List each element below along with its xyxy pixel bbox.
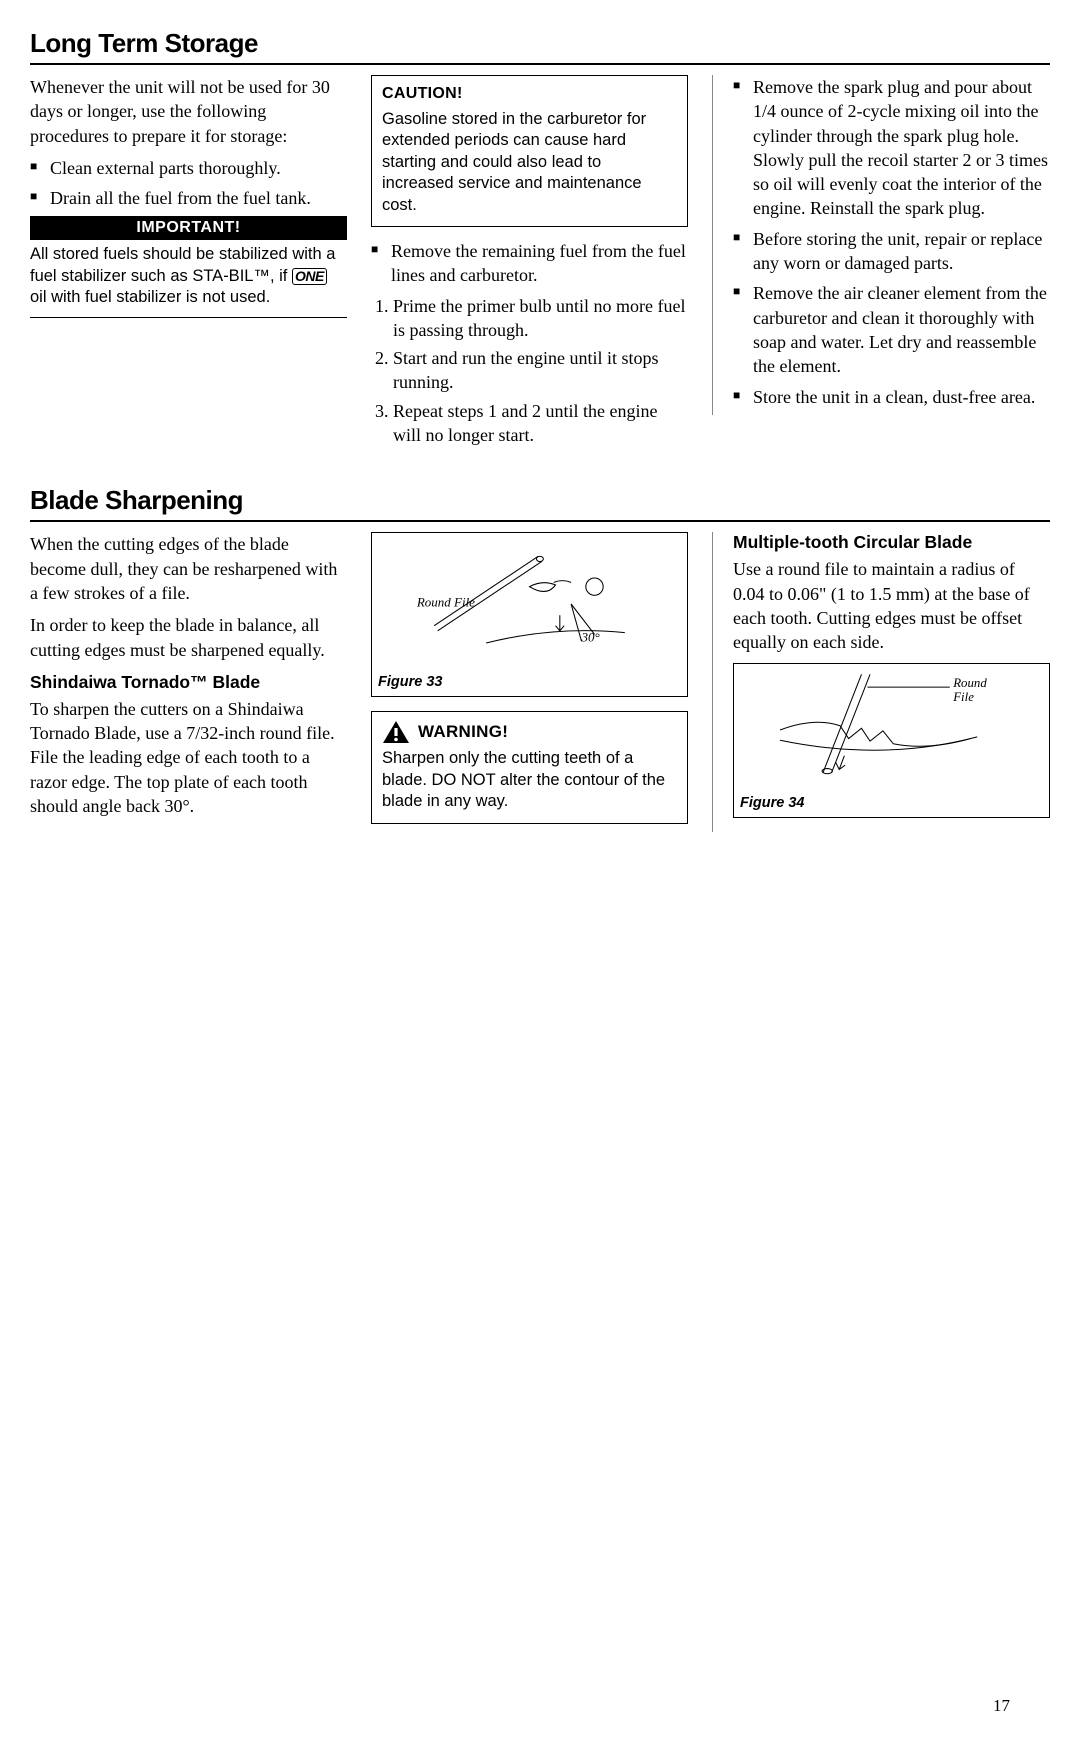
important-body: All stored fuels should be stabilized wi… [30,240,347,317]
list-item: Store the unit in a clean, dust-free are… [733,385,1050,409]
warning-box: WARNING! Sharpen only the cutting teeth … [371,711,688,823]
one-logo: ONE [292,268,327,285]
caution-body: Gasoline stored in the carburetor for ex… [382,109,677,216]
storage-col2: CAUTION! Gasoline stored in the carburet… [371,75,688,451]
storage-col1-bullets: Clean external parts thoroughly. Drain a… [30,156,347,211]
list-item: Prime the primer bulb until no more fuel… [393,294,688,343]
tornado-body: To sharpen the cutters on a Shindaiwa To… [30,697,347,818]
fig34-label-roundfile-a: Round [952,676,987,690]
list-item: Remove the remaining fuel from the fuel … [371,239,688,288]
sharpening-col3: Multiple-tooth Circular Blade Use a roun… [712,532,1050,831]
caution-box: CAUTION! Gasoline stored in the carburet… [371,75,688,227]
storage-col2-bullets: Remove the remaining fuel from the fuel … [371,239,688,288]
list-item: Clean external parts thoroughly. [30,156,347,180]
storage-intro: Whenever the unit will not be used for 3… [30,75,347,148]
figure-34: Round File Figure 34 [733,663,1050,818]
storage-col1: Whenever the unit will not be used for 3… [30,75,347,318]
list-item: Remove the air cleaner element from the … [733,281,1050,378]
sharpening-col2: Round File 30° Figure 33 WARNING! Sharpe… [371,532,688,835]
list-item: Repeat steps 1 and 2 until the engine wi… [393,399,688,448]
sharpening-columns: When the cutting edges of the blade beco… [30,532,1050,835]
figure-34-caption: Figure 34 [740,795,1043,811]
storage-columns: Whenever the unit will not be used for 3… [30,75,1050,451]
figure-33-svg: Round File 30° [378,539,681,669]
fig33-label-angle: 30° [581,630,600,645]
storage-col3-bullets: Remove the spark plug and pour about 1/4… [733,75,1050,409]
section-heading-storage: Long Term Storage [30,28,1050,65]
storage-col2-steps: Prime the primer bulb until no more fuel… [371,294,688,448]
figure-34-svg: Round File [740,670,1043,790]
list-item: Start and run the engine until it stops … [393,346,688,395]
sharpening-intro1: When the cutting edges of the blade beco… [30,532,347,605]
list-item: Before storing the unit, repair or repla… [733,227,1050,276]
circular-body: Use a round file to maintain a radius of… [733,557,1050,654]
list-item: Drain all the fuel from the fuel tank. [30,186,347,210]
warning-icon [382,720,410,744]
caution-label: CAUTION! [382,84,677,105]
tornado-heading: Shindaiwa Tornado™ Blade [30,672,347,693]
storage-col3: Remove the spark plug and pour about 1/4… [712,75,1050,415]
figure-33: Round File 30° Figure 33 [371,532,688,697]
list-item: Remove the spark plug and pour about 1/4… [733,75,1050,221]
page-number: 17 [993,1696,1010,1716]
important-label: IMPORTANT! [30,216,347,240]
fig33-label-roundfile: Round File [416,595,475,610]
figure-33-caption: Figure 33 [378,674,681,690]
warning-body: Sharpen only the cutting teeth of a blad… [382,748,677,812]
important-text-post: oil with fuel stabilizer is not used. [30,288,270,306]
circular-heading: Multiple-tooth Circular Blade [733,532,1050,553]
fig34-label-roundfile-b: File [952,689,974,703]
sharpening-intro2: In order to keep the blade in balance, a… [30,613,347,662]
sharpening-col1: When the cutting edges of the blade beco… [30,532,347,826]
warning-label: WARNING! [418,721,508,743]
section-heading-sharpening: Blade Sharpening [30,485,1050,522]
important-text-pre: All stored fuels should be stabilized wi… [30,245,335,284]
